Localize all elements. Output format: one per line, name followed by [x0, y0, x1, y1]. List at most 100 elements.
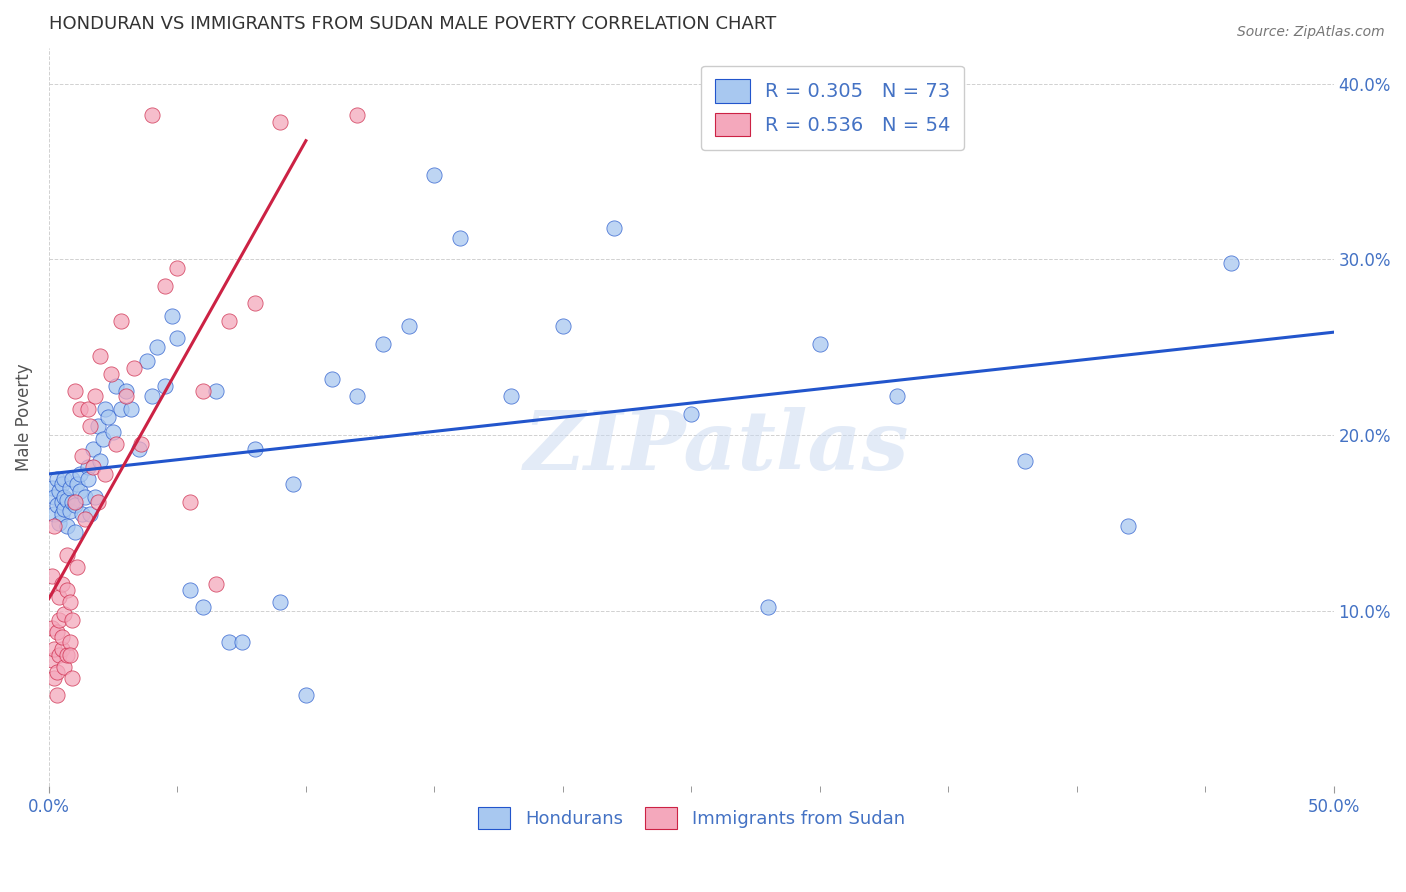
Point	[51, 507, 73, 521]
Point	[128, 442, 150, 456]
Point	[58, 481, 80, 495]
Point	[48, 613, 70, 627]
Point	[281, 477, 304, 491]
Point	[100, 367, 122, 381]
Point	[69, 401, 91, 416]
Point	[45, 688, 67, 702]
Point	[103, 425, 125, 439]
Point	[231, 635, 253, 649]
Point	[69, 484, 91, 499]
Point	[73, 512, 96, 526]
Point	[146, 340, 169, 354]
Point	[1116, 519, 1139, 533]
Point	[42, 671, 65, 685]
Point	[295, 688, 318, 702]
Point	[42, 490, 65, 504]
Point	[58, 648, 80, 662]
Text: Source: ZipAtlas.com: Source: ZipAtlas.com	[1237, 25, 1385, 39]
Point	[76, 401, 98, 416]
Point	[808, 336, 831, 351]
Point	[45, 472, 67, 486]
Point	[63, 499, 86, 513]
Point	[72, 449, 94, 463]
Point	[82, 459, 104, 474]
Point	[42, 507, 65, 521]
Point	[60, 671, 83, 685]
Point	[141, 389, 163, 403]
Point	[60, 613, 83, 627]
Point	[104, 379, 127, 393]
Point	[603, 220, 626, 235]
Point	[51, 577, 73, 591]
Point	[269, 115, 291, 129]
Point	[91, 432, 114, 446]
Point	[110, 401, 132, 416]
Point	[218, 314, 240, 328]
Point	[84, 389, 107, 403]
Point	[1014, 454, 1036, 468]
Point	[48, 484, 70, 499]
Point	[243, 296, 266, 310]
Point	[53, 607, 76, 622]
Point	[45, 499, 67, 513]
Point	[76, 459, 98, 474]
Point	[53, 472, 76, 486]
Point	[51, 630, 73, 644]
Point	[48, 648, 70, 662]
Point	[41, 568, 63, 582]
Point	[56, 548, 79, 562]
Point	[135, 354, 157, 368]
Point	[42, 642, 65, 657]
Point	[45, 624, 67, 639]
Point	[551, 319, 574, 334]
Point	[41, 621, 63, 635]
Point	[69, 467, 91, 481]
Point	[56, 582, 79, 597]
Point	[191, 600, 214, 615]
Point	[63, 495, 86, 509]
Y-axis label: Male Poverty: Male Poverty	[15, 364, 32, 471]
Point	[1219, 256, 1241, 270]
Point	[205, 577, 228, 591]
Point	[89, 349, 111, 363]
Point	[886, 389, 908, 403]
Point	[53, 501, 76, 516]
Point	[82, 442, 104, 456]
Point	[501, 389, 523, 403]
Point	[120, 401, 142, 416]
Point	[58, 635, 80, 649]
Point	[42, 519, 65, 533]
Point	[346, 389, 368, 403]
Point	[53, 490, 76, 504]
Point	[76, 472, 98, 486]
Point	[45, 665, 67, 680]
Point	[179, 495, 201, 509]
Point	[269, 595, 291, 609]
Point	[56, 519, 79, 533]
Point	[56, 648, 79, 662]
Point	[58, 595, 80, 609]
Point	[205, 384, 228, 398]
Point	[48, 590, 70, 604]
Point	[53, 660, 76, 674]
Point	[371, 336, 394, 351]
Point	[51, 477, 73, 491]
Point	[218, 635, 240, 649]
Point	[191, 384, 214, 398]
Point	[423, 168, 446, 182]
Point	[60, 472, 83, 486]
Point	[97, 410, 120, 425]
Point	[153, 379, 176, 393]
Point	[56, 493, 79, 508]
Point	[104, 437, 127, 451]
Point	[63, 384, 86, 398]
Point	[398, 319, 420, 334]
Point	[122, 361, 145, 376]
Text: HONDURAN VS IMMIGRANTS FROM SUDAN MALE POVERTY CORRELATION CHART: HONDURAN VS IMMIGRANTS FROM SUDAN MALE P…	[49, 15, 776, 33]
Point	[51, 495, 73, 509]
Point	[48, 516, 70, 530]
Point	[758, 600, 780, 615]
Point	[94, 401, 117, 416]
Point	[84, 490, 107, 504]
Point	[681, 407, 703, 421]
